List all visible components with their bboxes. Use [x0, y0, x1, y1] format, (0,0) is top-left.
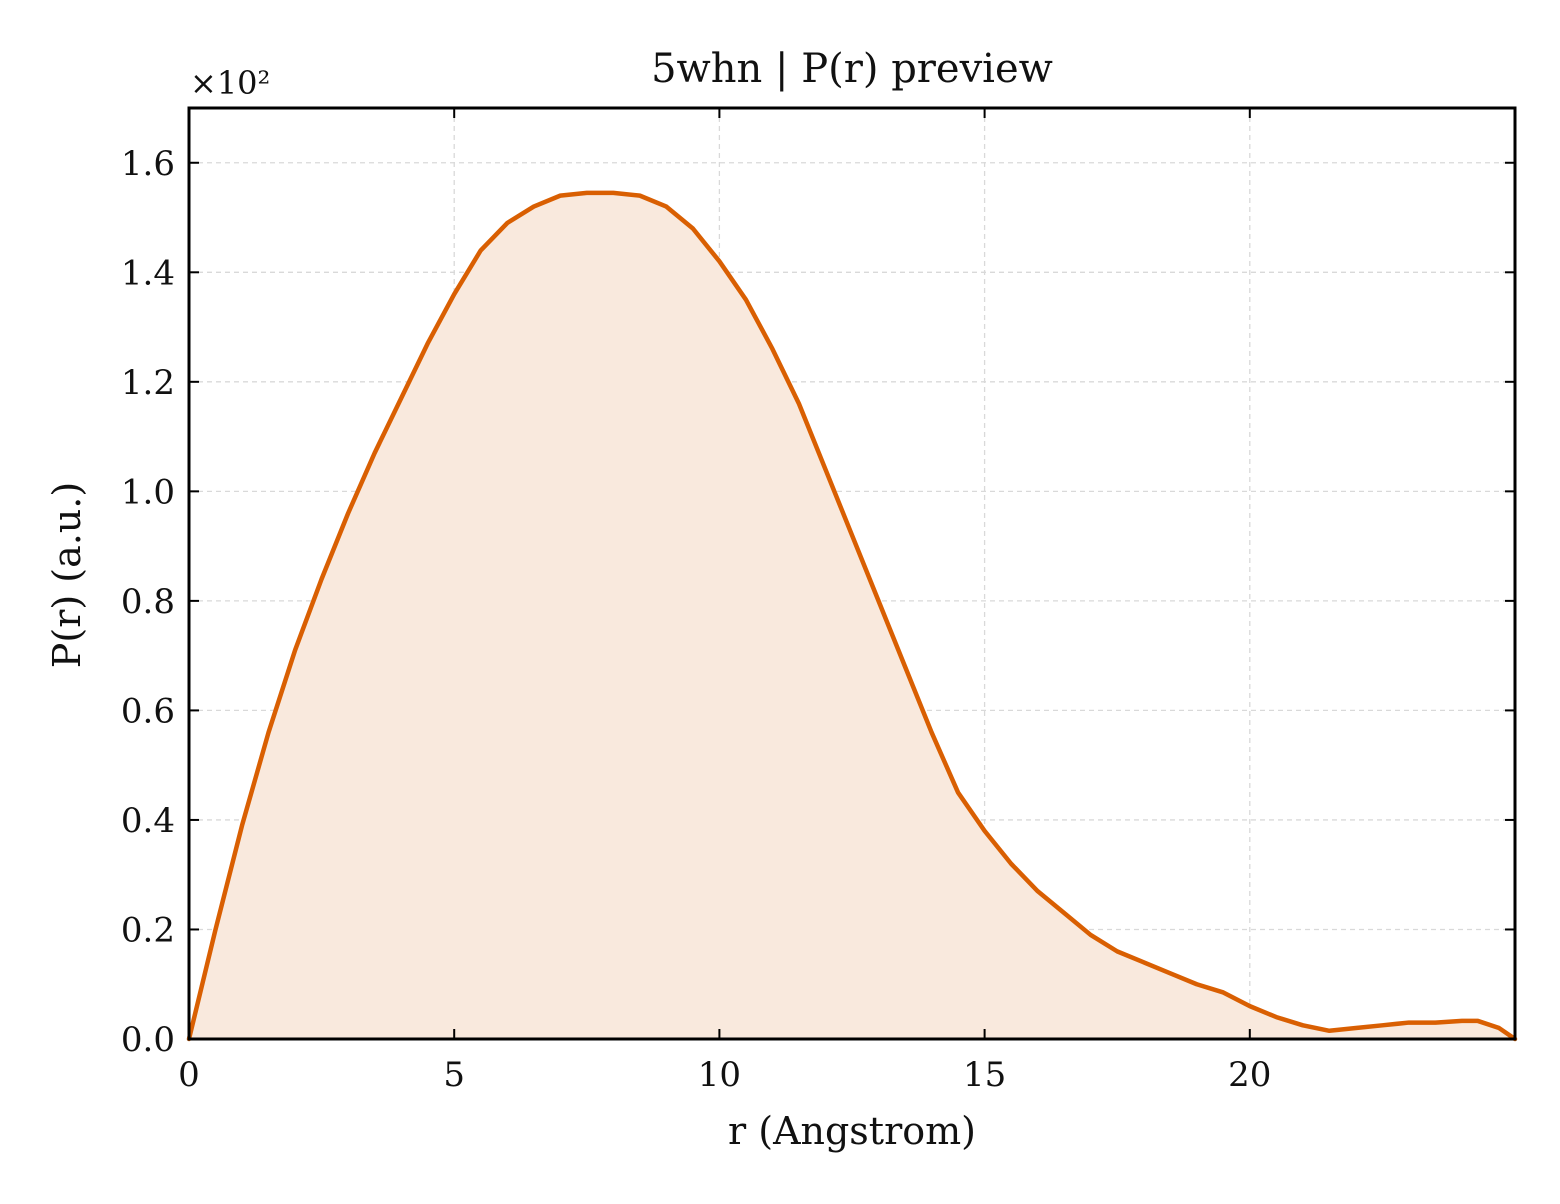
x-axis-label: r (Angstrom)	[728, 1109, 976, 1153]
x-tick-label: 15	[963, 1055, 1006, 1095]
y-tick-label: 1.2	[121, 363, 175, 403]
y-tick-label: 1.4	[121, 253, 175, 293]
x-tick-label: 10	[698, 1055, 741, 1095]
y-tick-label: 0.8	[121, 582, 175, 622]
x-tick-label: 5	[443, 1055, 465, 1095]
y-tick-label: 0.0	[121, 1020, 175, 1060]
y-tick-label: 1.6	[121, 144, 175, 184]
y-multiplier-label: ×10²	[190, 64, 270, 102]
pr-curve	[186, 190, 1518, 1042]
plot-area	[186, 190, 1518, 1042]
y-axis-label: P(r) (a.u.)	[45, 482, 89, 668]
plot-frame	[187, 106, 1517, 1041]
y-tick-label: 0.4	[121, 801, 175, 841]
pr-area-fill	[189, 192, 1515, 1039]
chart-title: 5whn | P(r) preview	[651, 46, 1053, 92]
y-tick-label: 1.0	[121, 472, 175, 512]
y-tick-label: 0.6	[121, 691, 175, 731]
x-tick-label: 0	[178, 1055, 200, 1095]
axes: 0 5 10 15 20 0.0 0.2 0.4 0.6 0.8 1.0 1.2 1.4 1.6	[121, 106, 1517, 1095]
y-tick-label: 0.2	[121, 910, 175, 950]
x-tick-label: 20	[1228, 1055, 1271, 1095]
